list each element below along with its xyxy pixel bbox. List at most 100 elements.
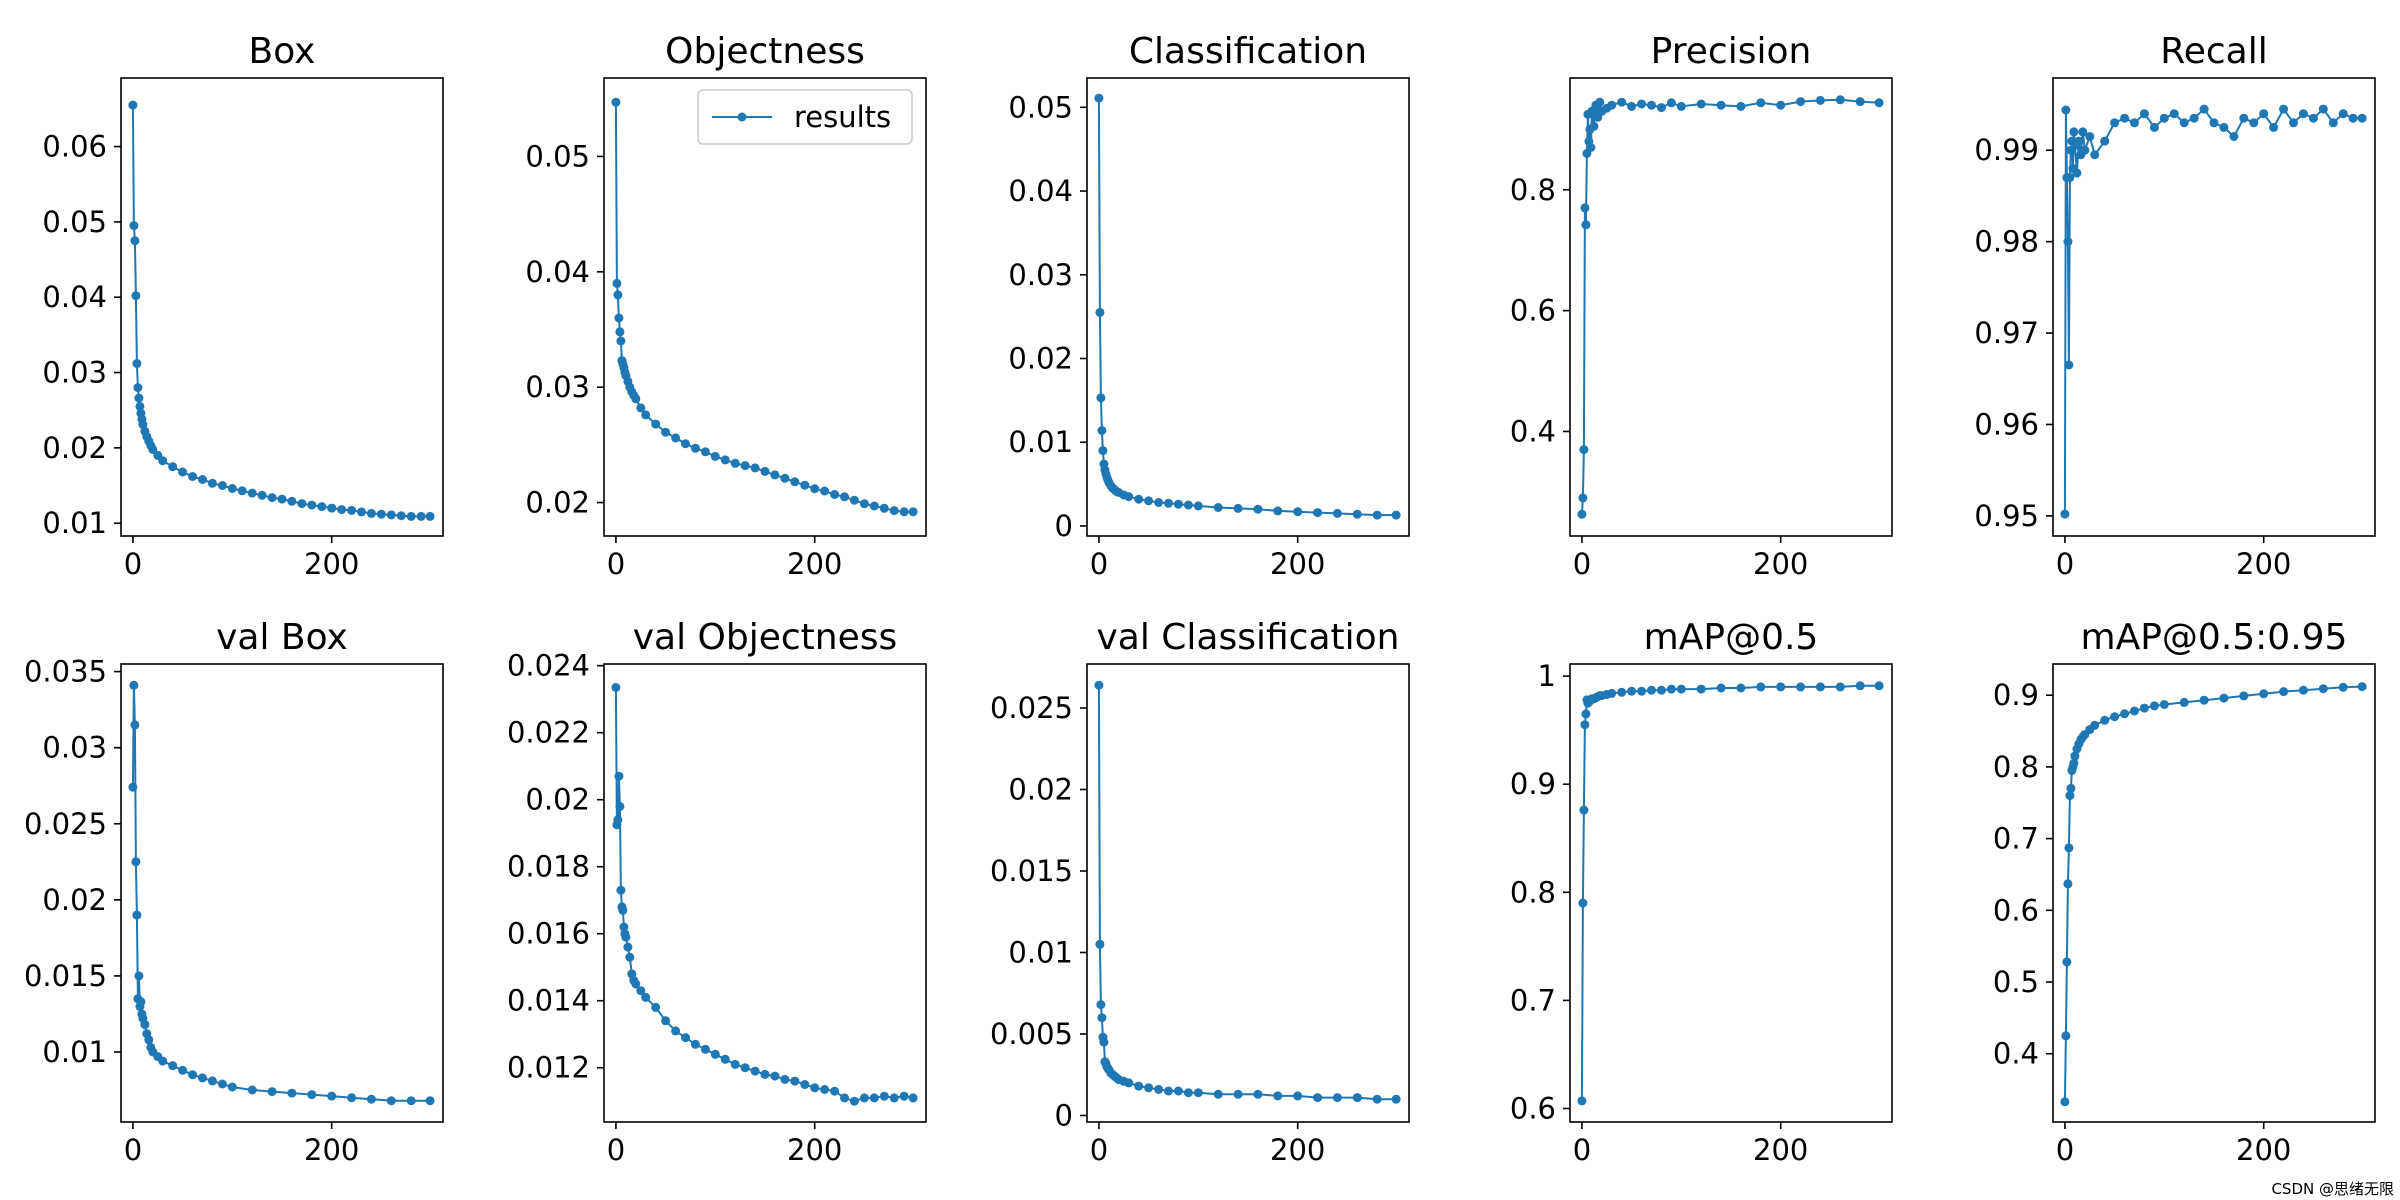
data-point	[144, 1035, 154, 1045]
data-point	[2090, 720, 2100, 730]
y-tick-label: 0.02	[42, 883, 107, 917]
data-point	[1656, 103, 1666, 113]
data-point	[899, 507, 909, 517]
legend-label: results	[794, 100, 891, 134]
subplot-4: Recall 0 200 0.95 0.96 0.97 0.98 0.99	[1974, 31, 2376, 581]
data-point	[1213, 503, 1223, 512]
data-point	[1124, 1078, 1134, 1088]
data-point	[133, 383, 143, 393]
data-point	[138, 420, 148, 429]
y-tick-label: 0.01	[42, 1035, 107, 1069]
data-point	[134, 393, 144, 403]
subplot-title: Objectness	[665, 31, 865, 72]
y-tick-label: 0.99	[1974, 133, 2039, 167]
data-point	[2159, 700, 2169, 709]
data-point	[2357, 682, 2367, 692]
data-point	[1736, 683, 1746, 693]
y-tick-label: 0.022	[507, 716, 590, 750]
data-point	[135, 401, 145, 411]
x-tick-label: 0	[1573, 547, 1591, 581]
data-point	[386, 1096, 396, 1106]
data-point	[2065, 791, 2075, 801]
data-point	[2259, 109, 2269, 119]
data-point	[1372, 510, 1382, 520]
data-point	[2298, 685, 2308, 695]
data-point	[641, 410, 651, 420]
data-point	[780, 473, 790, 483]
data-point	[1607, 688, 1617, 698]
data-point	[641, 992, 651, 1002]
series-line	[131, 685, 431, 1102]
data-point	[2130, 706, 2139, 716]
data-point	[671, 433, 681, 443]
data-point	[1756, 98, 1766, 108]
data-point	[810, 484, 820, 494]
data-point	[611, 683, 621, 692]
data-point	[2169, 109, 2179, 119]
data-point	[2139, 703, 2149, 713]
y-tick-label: 0.015	[24, 959, 107, 993]
data-point	[859, 1093, 869, 1103]
data-point	[2090, 150, 2100, 160]
data-point	[1581, 709, 1591, 719]
data-point	[1656, 685, 1666, 695]
data-point	[129, 680, 139, 690]
x-tick-label: 0	[607, 547, 625, 581]
axes-frame	[120, 663, 444, 1123]
subplot-title: Box	[249, 31, 316, 72]
data-point	[1391, 1094, 1401, 1104]
data-point	[1855, 681, 1865, 691]
data-point	[849, 1096, 859, 1106]
data-point	[710, 451, 720, 461]
data-point	[690, 1039, 700, 1049]
y-tick-label: 0.01	[42, 506, 107, 540]
data-point	[613, 815, 623, 825]
data-point	[1332, 1093, 1342, 1103]
data-point	[267, 493, 277, 503]
y-tick-label: 0.5	[1993, 965, 2039, 999]
data-point	[1293, 507, 1303, 517]
data-point	[869, 1093, 879, 1103]
y-tick-label: 0	[1055, 509, 1073, 543]
data-point	[1173, 1086, 1183, 1096]
y-tick-label: 0.035	[24, 655, 107, 689]
y-tick-label: 0.05	[42, 205, 107, 239]
data-point	[2110, 712, 2120, 722]
y-tick-label: 0.02	[525, 783, 590, 817]
data-point	[908, 507, 918, 517]
data-point	[1580, 203, 1590, 213]
data-point	[1696, 99, 1706, 109]
data-point	[2249, 118, 2259, 128]
data-point	[1586, 143, 1596, 152]
data-point	[1095, 307, 1105, 317]
y-tick-label: 0.04	[1008, 174, 1073, 208]
data-point	[750, 463, 760, 473]
data-point	[1213, 1089, 1223, 1099]
data-point	[425, 511, 435, 521]
y-tick-label: 0.7	[1993, 822, 2039, 856]
subplot-title: mAP@0.5:0.95	[2081, 617, 2348, 658]
legend: results	[697, 89, 913, 145]
data-point	[2066, 783, 2076, 793]
data-point	[899, 1091, 909, 1101]
data-point	[800, 480, 810, 490]
data-point	[621, 932, 631, 942]
subplot-title: val Classification	[1096, 617, 1399, 658]
data-point	[2110, 118, 2120, 128]
data-point	[2328, 118, 2338, 128]
series-line	[1097, 98, 1397, 517]
y-tick-label: 0.8	[1510, 173, 1556, 207]
data-point	[1581, 220, 1591, 230]
data-point	[618, 905, 628, 915]
data-point	[2298, 109, 2308, 119]
series-line	[1580, 98, 1880, 515]
data-point	[2259, 689, 2269, 699]
x-tick-label: 200	[2236, 1133, 2291, 1167]
axes-frame	[2052, 77, 2376, 537]
data-point	[168, 462, 178, 472]
data-point	[631, 394, 641, 404]
subplot-3: Precision 0 200 0.4 0.6 0.8	[1510, 31, 1893, 581]
data-point	[1776, 682, 1786, 692]
data-point	[347, 505, 357, 515]
data-point	[131, 291, 141, 301]
